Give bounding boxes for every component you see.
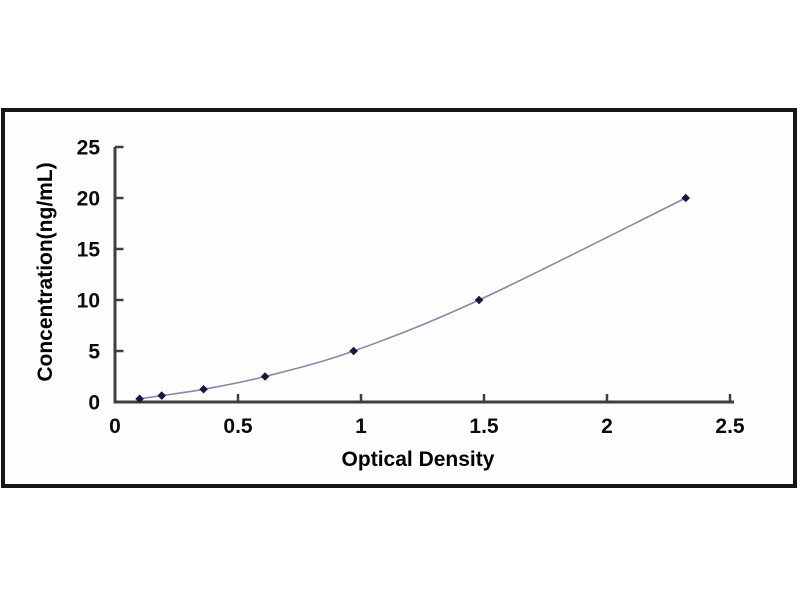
data-point-marker <box>474 295 484 305</box>
data-point-marker <box>157 391 167 400</box>
data-point-marker <box>260 372 270 381</box>
y-tick-label: 20 <box>77 188 100 211</box>
data-point-marker <box>135 394 144 404</box>
data-point-marker <box>199 384 208 394</box>
y-tick-label: 15 <box>77 239 101 262</box>
series-layer <box>135 193 691 404</box>
y-axis-title: Concentration(ng/mL) <box>34 162 57 381</box>
x-axis-title: Optical Density <box>342 448 495 471</box>
curve-line <box>139 197 687 400</box>
axes-layer: 0 5 10 15 20 25 0 0.5 1 1.5 2 2.5 <box>77 137 745 439</box>
y-tick-label: 10 <box>77 290 100 313</box>
x-tick-label: 1.5 <box>469 415 499 438</box>
x-tick-label: 2.5 <box>715 415 745 438</box>
y-tick-label: 5 <box>88 341 100 364</box>
x-tick-label: 1 <box>355 415 367 438</box>
data-point-marker <box>349 346 358 356</box>
x-tick-label: 2 <box>601 415 613 438</box>
chart-frame <box>1 108 797 488</box>
y-tick-label: 25 <box>77 137 101 160</box>
axis-lines <box>113 147 734 404</box>
y-tick-label: 0 <box>88 392 100 415</box>
x-tick-label: 0 <box>109 415 121 438</box>
x-tick-label: 0.5 <box>223 415 253 438</box>
data-point-marker <box>681 193 691 203</box>
